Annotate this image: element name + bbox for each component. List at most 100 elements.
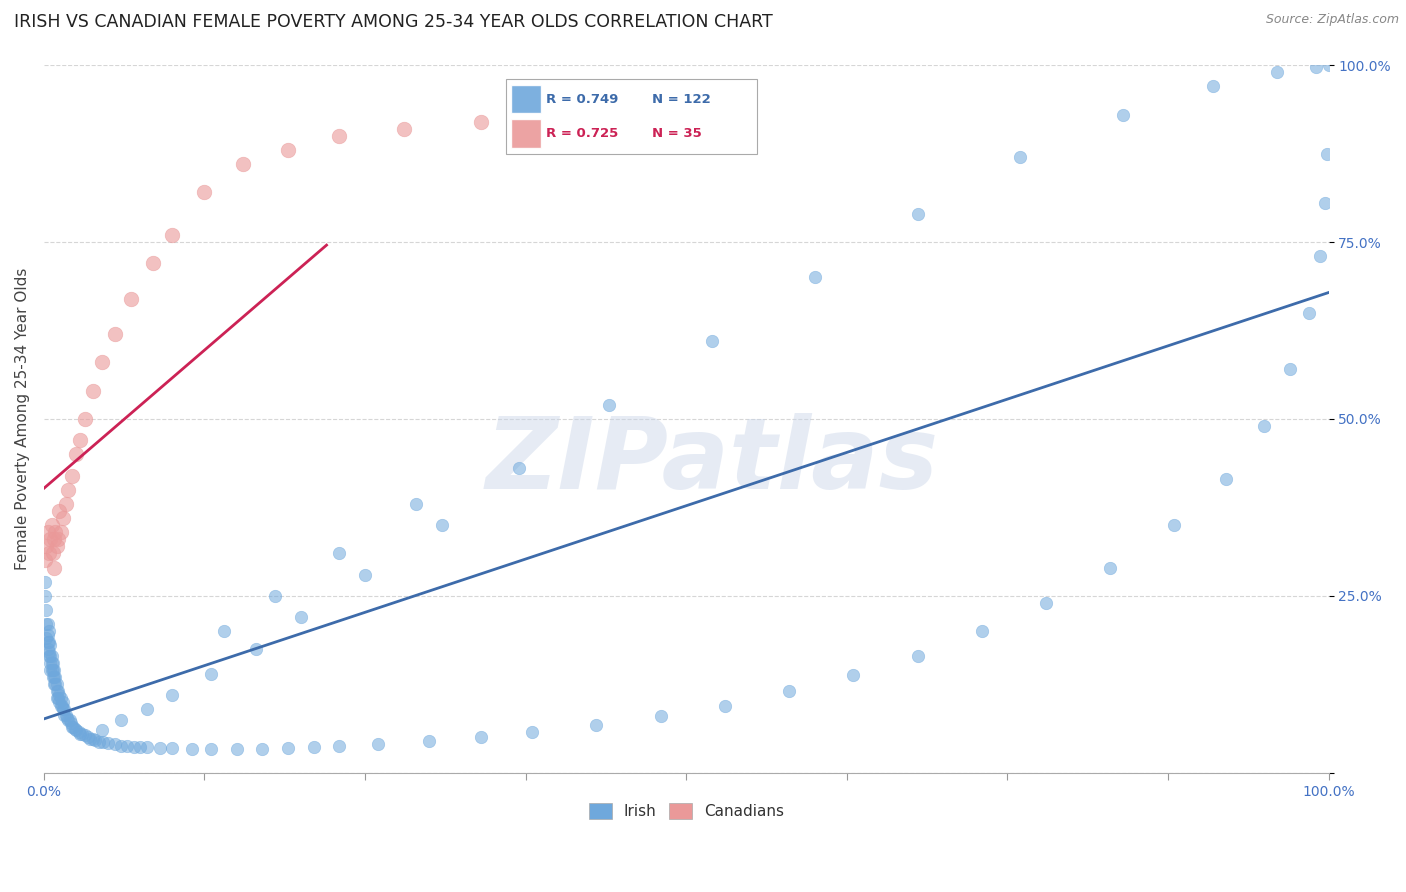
Point (82, 384, 104, 398)
Point (44, 663, 66, 677)
Point (60, 720, 83, 734)
Point (1035, 596, 1057, 610)
Point (41, 663, 63, 677)
Point (225, 741, 247, 756)
Point (1309, 249, 1331, 263)
Point (69, 433, 91, 447)
Point (48, 695, 70, 709)
Point (45, 539, 67, 553)
Point (90, 723, 112, 738)
Point (44, 560, 66, 574)
Point (103, 738, 125, 752)
Point (91, 735, 114, 749)
Point (418, 734, 440, 748)
Point (58, 713, 80, 727)
Text: Source: ZipAtlas.com: Source: ZipAtlas.com (1265, 13, 1399, 27)
Point (34, 553, 56, 567)
Y-axis label: Female Poverty Among 25-34 Year Olds: Female Poverty Among 25-34 Year Olds (15, 268, 30, 570)
Point (110, 713, 132, 727)
Point (470, 731, 492, 745)
Point (42, 546, 65, 560)
Point (97, 736, 120, 750)
Point (232, 157, 254, 171)
Point (367, 738, 389, 752)
Point (46, 691, 69, 706)
Point (1279, 362, 1302, 376)
Point (110, 739, 132, 753)
Point (714, 698, 737, 713)
Point (39, 663, 62, 677)
Point (200, 741, 222, 756)
Point (38, 645, 60, 659)
Point (35, 539, 58, 553)
Point (65, 447, 87, 461)
Point (34, 574, 56, 589)
Point (1215, 472, 1237, 486)
Point (39, 533, 62, 547)
Point (45, 691, 67, 706)
Point (72, 727, 94, 741)
Point (63, 722, 86, 736)
Point (470, 114, 492, 128)
Point (38, 635, 60, 649)
Point (162, 227, 184, 242)
Point (508, 461, 530, 475)
Point (73, 412, 96, 426)
Point (44, 670, 66, 684)
Point (89, 734, 111, 748)
Point (44, 670, 66, 684)
Point (778, 684, 800, 698)
Point (46, 684, 69, 698)
Point (82, 732, 104, 747)
Point (67, 724, 90, 739)
Point (700, 334, 723, 348)
Point (38, 624, 60, 639)
Point (44, 525, 66, 540)
Point (44, 533, 66, 547)
Point (39, 656, 62, 670)
Point (907, 207, 929, 221)
Point (37, 628, 59, 642)
Point (302, 740, 325, 755)
Point (73, 728, 96, 742)
Point (37, 525, 59, 540)
Point (328, 739, 350, 753)
Point (44, 677, 66, 691)
Point (56, 710, 79, 724)
Point (405, 497, 427, 511)
Point (842, 668, 865, 682)
Point (41, 656, 63, 670)
Point (572, 108, 595, 122)
Point (84, 733, 107, 747)
Point (180, 741, 202, 756)
Point (53, 707, 76, 722)
Point (1010, 150, 1032, 164)
Point (1163, 518, 1185, 533)
Point (59, 716, 82, 731)
Point (162, 741, 184, 756)
Point (430, 518, 453, 533)
Point (135, 740, 157, 755)
Point (252, 741, 274, 756)
Point (1202, 79, 1225, 94)
Point (90, 355, 112, 369)
Point (49, 525, 72, 540)
Point (39, 639, 62, 653)
Point (117, 739, 139, 753)
Point (328, 128, 350, 143)
Point (277, 741, 299, 756)
Point (970, 624, 993, 639)
Point (58, 483, 80, 497)
Point (803, 270, 825, 285)
Point (1265, 65, 1288, 79)
Point (37, 641, 59, 656)
Point (142, 256, 165, 270)
Point (290, 610, 312, 624)
Point (41, 518, 63, 533)
Point (46, 533, 69, 547)
Point (62, 720, 84, 734)
Point (60, 468, 83, 483)
Point (34, 589, 56, 603)
Point (39, 648, 62, 663)
Point (42, 670, 65, 684)
